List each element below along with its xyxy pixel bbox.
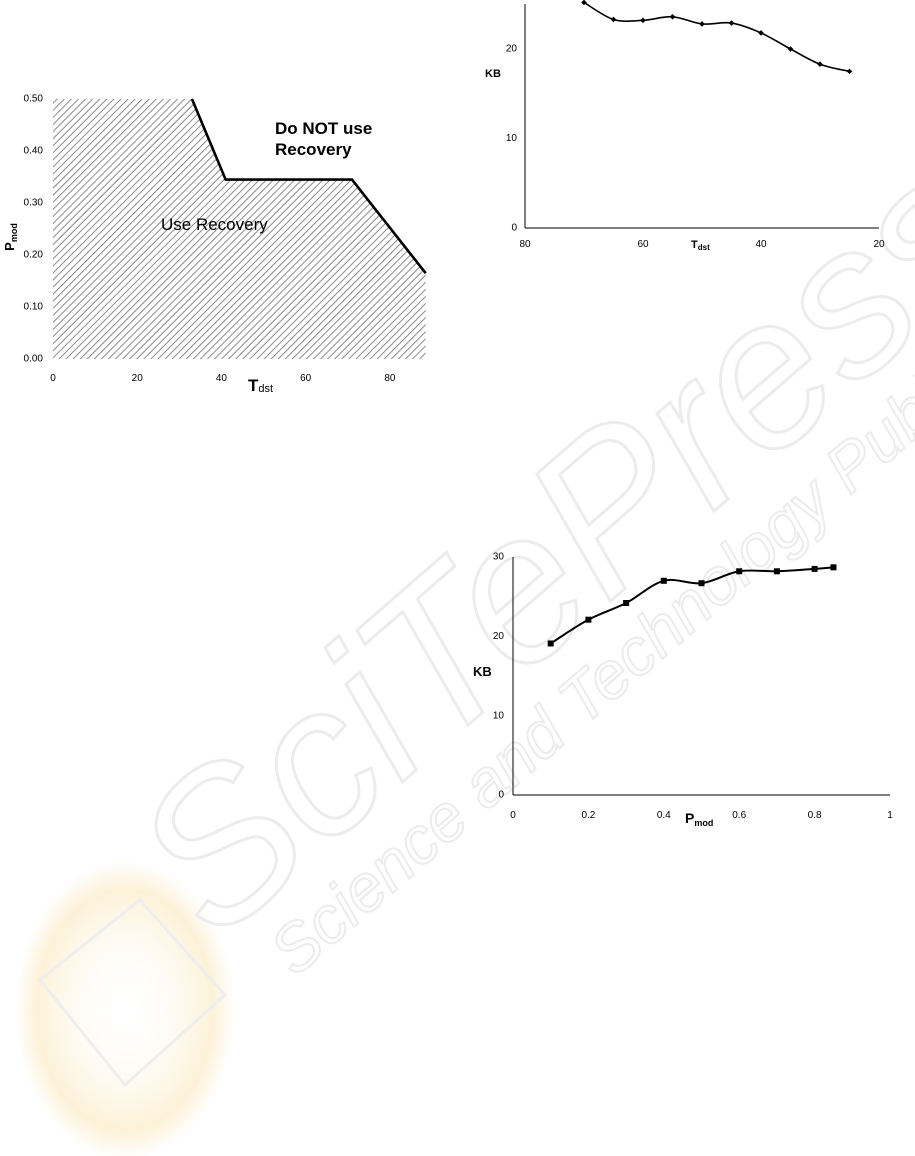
use-recovery-region bbox=[53, 99, 426, 359]
chart3-x-axis-label: Pmod bbox=[685, 810, 713, 828]
chart2-x-tick-3: 20 bbox=[873, 239, 885, 250]
chart3-y-tick-labels: 0 10 20 30 bbox=[493, 552, 505, 801]
chart3-y-axis-label: KB bbox=[473, 664, 492, 679]
chart3-series-line bbox=[550, 566, 834, 645]
chart2-point-4 bbox=[699, 21, 705, 27]
chart2-point-6 bbox=[758, 30, 764, 36]
chart2-x-axis-label: Tdst bbox=[691, 239, 710, 252]
chart3-x-tick-2: 0.4 bbox=[657, 810, 671, 821]
chart1-y-tick-1: 0.10 bbox=[24, 302, 44, 313]
chart1-y-tick-labels: 0.00 0.10 0.20 0.30 0.40 0.50 bbox=[24, 94, 44, 365]
kb-vs-pmod-chart: 0 10 20 30 0 0.2 0.4 0.6 0.8 1 KB Pmod bbox=[473, 552, 893, 828]
chart1-x-tick-labels: 0 20 40 60 80 bbox=[50, 373, 396, 384]
chart3-point-3 bbox=[660, 577, 667, 584]
recovery-boundary-line bbox=[190, 98, 427, 275]
chart2-y-tick-labels: 0 10 20 bbox=[506, 44, 518, 234]
do-not-use-label-line1: Do NOT use bbox=[275, 119, 372, 138]
chart2-point-5 bbox=[728, 20, 735, 26]
chart3-point-5 bbox=[736, 568, 743, 575]
chart2-y-tick-0: 0 bbox=[511, 223, 517, 234]
chart1-y-tick-2: 0.20 bbox=[24, 250, 44, 261]
chart2-point-3 bbox=[669, 13, 676, 20]
chart3-point-6 bbox=[773, 568, 780, 575]
use-recovery-label: Use Recovery bbox=[161, 215, 268, 234]
chart1-x-axis-label: Tdst bbox=[248, 376, 273, 395]
chart3-point-4 bbox=[698, 580, 705, 587]
chart1-x-tick-4: 80 bbox=[384, 373, 396, 384]
chart3-y-tick-0: 0 bbox=[498, 790, 504, 801]
chart2-data-points bbox=[581, 0, 853, 75]
chart3-x-tick-5: 1 bbox=[887, 810, 893, 821]
chart3-y-tick-1: 10 bbox=[493, 710, 505, 721]
chart3-x-tick-3: 0.6 bbox=[732, 810, 746, 821]
chart3-data-points bbox=[547, 564, 837, 647]
chart3-x-tick-1: 0.2 bbox=[581, 810, 595, 821]
chart3-x-tick-4: 0.8 bbox=[808, 810, 822, 821]
chart2-series-line bbox=[583, 1, 850, 73]
chart3-x-tick-labels: 0 0.2 0.4 0.6 0.8 1 bbox=[510, 810, 893, 821]
chart2-point-2 bbox=[640, 17, 646, 24]
chart3-point-8 bbox=[830, 564, 837, 571]
watermark-logo-ring bbox=[15, 860, 235, 1156]
chart3-x-tick-0: 0 bbox=[510, 810, 516, 821]
chart1-x-tick-2: 40 bbox=[216, 373, 228, 384]
do-not-use-label-line2: Recovery bbox=[275, 140, 352, 159]
chart2-point-1 bbox=[610, 16, 617, 23]
chart1-y-tick-3: 0.30 bbox=[24, 198, 44, 209]
kb-vs-tdst-chart: 0 10 20 80 60 40 20 KB Tdst bbox=[485, 0, 885, 252]
chart2-x-tick-1: 60 bbox=[637, 239, 649, 250]
chart2-point-7 bbox=[787, 46, 794, 52]
chart1-x-tick-1: 20 bbox=[132, 373, 144, 384]
chart3-y-tick-2: 20 bbox=[493, 631, 505, 642]
chart3-point-7 bbox=[811, 565, 818, 572]
chart2-point-9 bbox=[846, 68, 853, 75]
chart2-x-tick-labels: 80 60 40 20 bbox=[519, 239, 885, 250]
chart3-point-2 bbox=[623, 600, 630, 607]
chart2-point-8 bbox=[817, 61, 823, 68]
chart3-point-0 bbox=[547, 640, 554, 647]
chart1-y-tick-5: 0.50 bbox=[24, 94, 44, 105]
chart3-y-tick-3: 30 bbox=[493, 552, 505, 563]
chart2-x-tick-2: 40 bbox=[755, 239, 767, 250]
chart2-x-tick-0: 80 bbox=[519, 239, 531, 250]
chart2-point-0 bbox=[581, 0, 587, 6]
chart1-x-tick-3: 60 bbox=[300, 373, 312, 384]
watermark-logo-diamond bbox=[37, 897, 228, 1088]
chart3-point-1 bbox=[585, 616, 592, 623]
chart1-y-tick-4: 0.40 bbox=[24, 146, 44, 157]
chart2-y-tick-1: 10 bbox=[506, 133, 518, 144]
chart1-x-tick-0: 0 bbox=[50, 373, 56, 384]
recovery-region-chart: 0.000.100.200.300.400.50 0 20 40 60 80 Pmod … bbox=[2, 94, 427, 395]
chart2-y-tick-2: 20 bbox=[506, 44, 518, 55]
chart2-y-axis-label: KB bbox=[485, 68, 501, 80]
chart1-y-axis-label: Pmod bbox=[2, 223, 19, 251]
chart1-y-tick-0: 0.00 bbox=[24, 354, 44, 365]
